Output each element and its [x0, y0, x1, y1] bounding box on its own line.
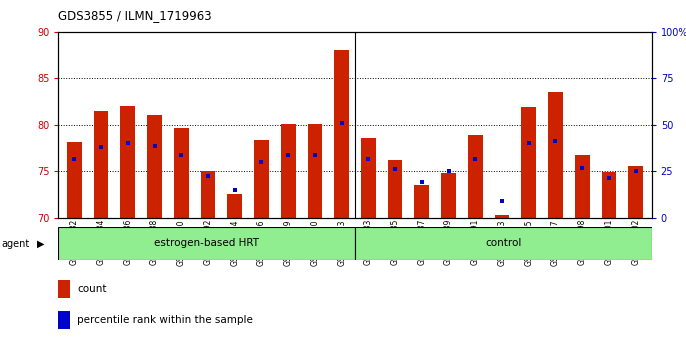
Bar — [58, 280, 70, 298]
Bar — [200, 171, 215, 218]
Bar — [281, 124, 296, 218]
Text: agent: agent — [1, 239, 29, 249]
Bar — [174, 127, 189, 218]
FancyBboxPatch shape — [58, 227, 355, 260]
Bar — [121, 106, 135, 218]
Bar — [67, 142, 82, 218]
Text: estrogen-based HRT: estrogen-based HRT — [154, 238, 259, 249]
Bar — [227, 194, 242, 218]
Bar — [334, 51, 349, 218]
Bar — [495, 215, 510, 218]
Text: percentile rank within the sample: percentile rank within the sample — [77, 315, 253, 325]
Bar — [628, 166, 643, 218]
Bar — [468, 135, 483, 218]
Bar — [388, 160, 403, 218]
Bar — [307, 124, 322, 218]
Bar — [575, 155, 589, 218]
Bar — [602, 172, 616, 218]
Bar — [58, 311, 70, 329]
Text: GDS3855 / ILMN_1719963: GDS3855 / ILMN_1719963 — [58, 9, 212, 22]
Bar — [254, 139, 269, 218]
Bar — [94, 111, 108, 218]
Text: control: control — [485, 238, 521, 249]
Bar — [548, 92, 563, 218]
Bar — [361, 138, 376, 218]
Bar — [147, 115, 162, 218]
Bar — [521, 107, 536, 218]
FancyBboxPatch shape — [355, 227, 652, 260]
Text: ▶: ▶ — [37, 239, 45, 249]
Bar — [414, 185, 429, 218]
Text: count: count — [77, 284, 107, 294]
Bar — [441, 173, 456, 218]
